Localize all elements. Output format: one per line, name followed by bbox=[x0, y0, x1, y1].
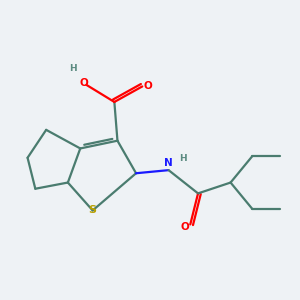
Text: N: N bbox=[164, 158, 173, 168]
Text: O: O bbox=[180, 223, 189, 232]
Text: O: O bbox=[143, 81, 152, 91]
Text: O: O bbox=[80, 78, 88, 88]
Text: S: S bbox=[89, 206, 97, 215]
Text: H: H bbox=[179, 154, 186, 163]
Text: H: H bbox=[69, 64, 76, 73]
